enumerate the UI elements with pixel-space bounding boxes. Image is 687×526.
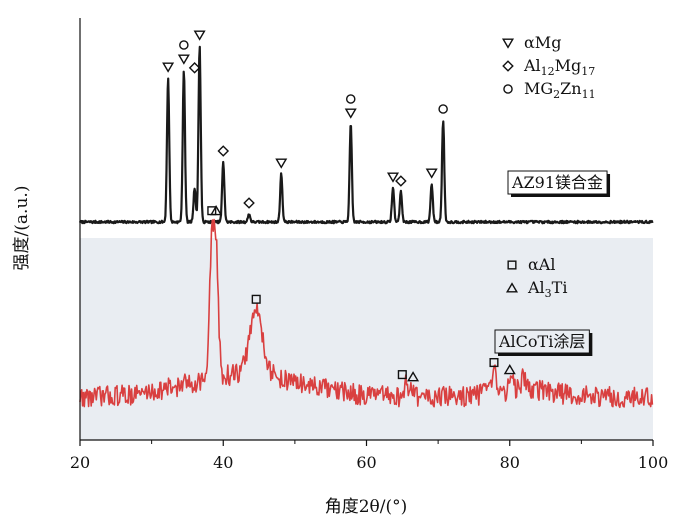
series-line-alcoti	[79, 218, 654, 409]
diamond-marker-peak-5	[243, 197, 255, 209]
triangle-down-marker-peak-0	[162, 62, 175, 73]
triangle-up-marker-legend-1-1	[505, 282, 519, 293]
square-marker-legend-1-0	[507, 260, 517, 270]
y-axis-label: 强度/(a.u.)	[12, 186, 32, 271]
x-tick-label-2: 60	[356, 453, 376, 472]
circle-marker-peak-1	[179, 40, 189, 50]
diamond-marker-peak-2	[188, 62, 201, 74]
x-axis: 20 40 60 80 100	[70, 18, 668, 472]
legend-entry-alcoti-1: Al3Ti	[527, 278, 567, 300]
diamond-marker-peak-9	[395, 175, 407, 187]
series-line-az91	[78, 45, 654, 225]
legend-entry-az91-2: MG2Zn11	[524, 79, 596, 101]
circle-marker-legend-0-2	[503, 84, 513, 94]
triangle-down-marker-peak-6	[275, 158, 288, 169]
x-tick-label-1: 40	[213, 453, 233, 472]
legend-entry-az91-1: Al12Mg17	[523, 56, 595, 78]
square-marker-peak-14	[251, 294, 261, 304]
x-tick-label-0: 20	[70, 453, 90, 472]
series-layer	[78, 45, 654, 409]
circle-marker-peak-7	[345, 94, 356, 104]
sample-label-alcoti: AlCoTi涂层	[498, 332, 585, 351]
triangle-down-marker-legend-0-0	[501, 38, 515, 49]
diamond-marker-legend-0-1	[502, 60, 514, 72]
x-tick-label-4: 100	[638, 453, 669, 472]
triangle-down-marker-peak-8	[386, 172, 400, 183]
triangle-down-marker-peak-1	[177, 54, 190, 65]
triangle-up-marker-peak-18	[503, 363, 516, 375]
square-marker-peak-17	[489, 358, 499, 368]
sample-label-box-az91	[507, 170, 608, 195]
x-axis-label: 角度2θ/(°)	[325, 497, 408, 517]
triangle-down-marker-peak-10	[425, 168, 438, 179]
legend-entry-az91-0: αMg	[524, 33, 561, 52]
legend-entry-alcoti-0: αAl	[528, 255, 555, 274]
sample-label-box-alcoti	[494, 329, 590, 354]
x-tick-layer: 20 40 60 80 100	[70, 440, 668, 472]
triangle-down-marker-peak-3	[193, 30, 206, 41]
sample-label-az91: AZ91镁合金	[511, 173, 603, 192]
triangle-up-marker-peak-16	[407, 371, 420, 382]
triangle-up-marker-peak-13	[210, 204, 223, 216]
circle-marker-peak-11	[438, 104, 448, 114]
triangle-down-marker-peak-7	[344, 108, 357, 119]
diamond-marker-peak-4	[217, 145, 230, 157]
sample-label-layer: AZ91镁合金 AlCoTi涂层	[494, 170, 611, 356]
x-tick-label-3: 80	[500, 453, 520, 472]
peak-marker-layer	[162, 30, 516, 382]
square-marker-peak-15	[397, 370, 407, 380]
